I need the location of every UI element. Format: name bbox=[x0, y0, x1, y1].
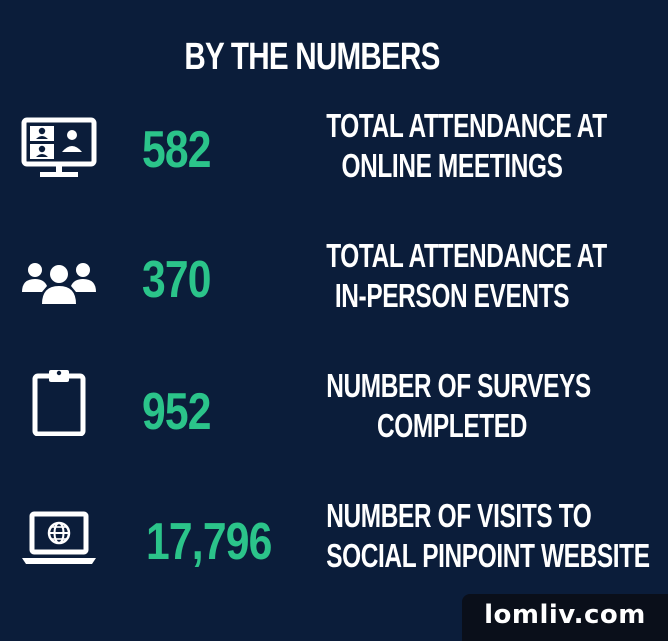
page-title: BY THE NUMBERS bbox=[184, 36, 440, 78]
stat-label-line: TOTAL ATTENDANCE AT bbox=[326, 107, 607, 144]
stat-label-line: NUMBER OF VISITS TO bbox=[326, 497, 592, 534]
stat-label-line: TOTAL ATTENDANCE AT bbox=[326, 237, 607, 274]
stat-value: 17,796 bbox=[146, 513, 272, 571]
watermark-text: lomliv.com bbox=[484, 600, 646, 630]
stat-label-line: NUMBER OF SURVEYS bbox=[326, 367, 591, 404]
stat-row-surveys: 952 NUMBER OF SURVEYS COMPLETED bbox=[0, 366, 668, 478]
stat-label-line: SOCIAL PINPOINT WEBSITE bbox=[326, 537, 650, 574]
clipboard-icon bbox=[18, 366, 100, 436]
laptop-globe-icon bbox=[18, 506, 100, 576]
stat-value: 952 bbox=[142, 383, 212, 441]
video-meeting-icon bbox=[18, 116, 100, 186]
stat-row-in-person-events: 370 TOTAL ATTENDANCE AT IN-PERSON EVENTS bbox=[0, 236, 668, 348]
stat-label: TOTAL ATTENDANCE AT ONLINE MEETINGS bbox=[326, 106, 607, 186]
stat-row-online-meetings: 582 TOTAL ATTENDANCE AT ONLINE MEETINGS bbox=[0, 106, 668, 218]
stat-label-line: COMPLETED bbox=[377, 407, 527, 444]
stat-value: 370 bbox=[142, 251, 212, 309]
stat-label: NUMBER OF VISITS TO SOCIAL PINPOINT WEBS… bbox=[326, 496, 650, 576]
stat-label-line: ONLINE MEETINGS bbox=[341, 147, 563, 184]
stat-label-line: IN-PERSON EVENTS bbox=[334, 277, 570, 314]
people-group-icon bbox=[18, 248, 100, 318]
stat-label: TOTAL ATTENDANCE AT IN-PERSON EVENTS bbox=[326, 236, 607, 316]
watermark: lomliv.com bbox=[462, 594, 668, 641]
stat-value: 582 bbox=[142, 121, 212, 179]
stat-label: NUMBER OF SURVEYS COMPLETED bbox=[326, 366, 591, 446]
stat-row-website-visits: 17,796 NUMBER OF VISITS TO SOCIAL PINPOI… bbox=[0, 496, 668, 608]
